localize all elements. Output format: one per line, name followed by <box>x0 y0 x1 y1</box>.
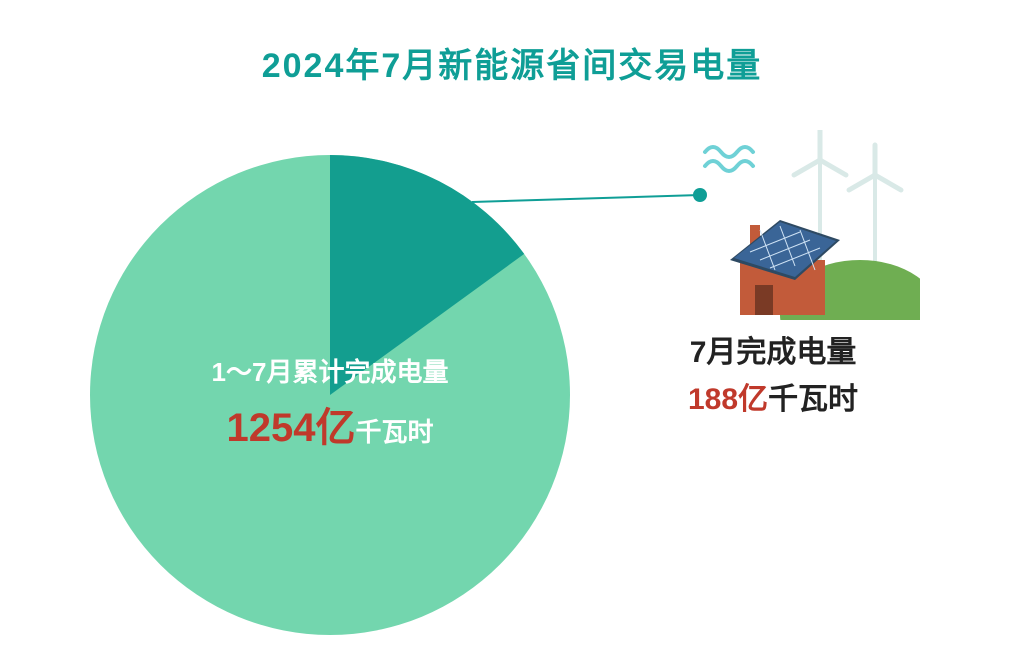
july-summary: 7月完成电量 188亿千瓦时 <box>688 330 858 423</box>
cumulative-label: 1～7月累计完成电量 <box>90 350 570 394</box>
renewable-energy-icon <box>700 130 920 325</box>
july-value: 188亿 <box>688 383 768 416</box>
cumulative-unit: 千瓦时 <box>355 417 433 447</box>
cumulative-value-line: 1254亿千瓦时 <box>90 394 570 462</box>
july-value-line: 188亿千瓦时 <box>688 377 858 424</box>
title-text: 2024年7月新能源省间交易电量 <box>262 47 763 85</box>
july-label: 7月完成电量 <box>688 330 858 377</box>
pie-chart: 1～7月累计完成电量 1254亿千瓦时 <box>90 155 570 635</box>
page-title: 2024年7月新能源省间交易电量 <box>0 38 1024 87</box>
cumulative-value: 1254亿 <box>227 406 356 450</box>
pie-center-label: 1～7月累计完成电量 1254亿千瓦时 <box>90 350 570 462</box>
july-unit: 千瓦时 <box>768 383 858 416</box>
